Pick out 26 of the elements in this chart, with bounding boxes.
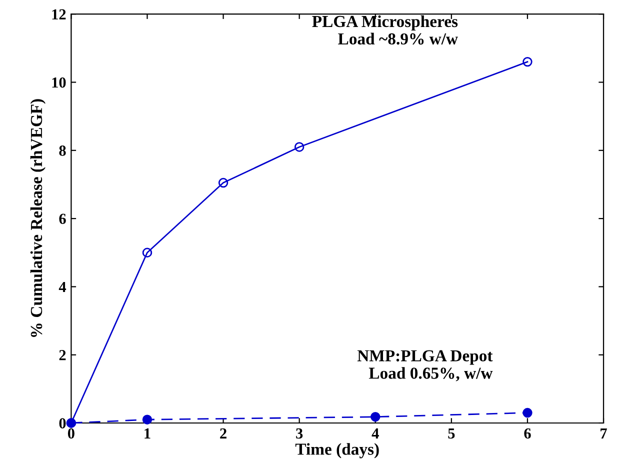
point [218, 178, 228, 188]
y-tick-label: 10 [52, 77, 66, 88]
text: PLGA Microspheres Load ~8.9% w/w [312, 15, 458, 45]
y-tick-label: 4 [58, 282, 66, 292]
x-axis-title: Time (days) [295, 443, 379, 458]
series-label: NMP:PLGA Depot Load 0.65%, w/w [357, 350, 493, 382]
point [142, 414, 152, 424]
point [522, 408, 532, 418]
y-tick-label: 0 [59, 418, 66, 428]
point [294, 142, 304, 152]
x-tick-label: 3 [296, 428, 303, 439]
x-tick-label: 5 [448, 428, 455, 439]
y-tick-label: 2 [59, 350, 66, 360]
y-tick-label: 6 [59, 214, 66, 224]
y-axis-title: % Cumulative Release (rhVEGF) [30, 99, 46, 337]
x-tick-label: 1 [144, 428, 150, 438]
point [522, 56, 532, 67]
point [370, 412, 380, 422]
y-tick-label: 12 [52, 9, 66, 20]
x-tick-label: 6 [524, 428, 531, 439]
point [142, 248, 152, 258]
x-tick-label: 7 [600, 428, 607, 438]
x-tick-label: 2 [220, 428, 226, 438]
x-tick-label: 0 [68, 428, 74, 439]
y-tick-label: 8 [59, 146, 66, 156]
x-tick-label: 4 [372, 428, 379, 438]
